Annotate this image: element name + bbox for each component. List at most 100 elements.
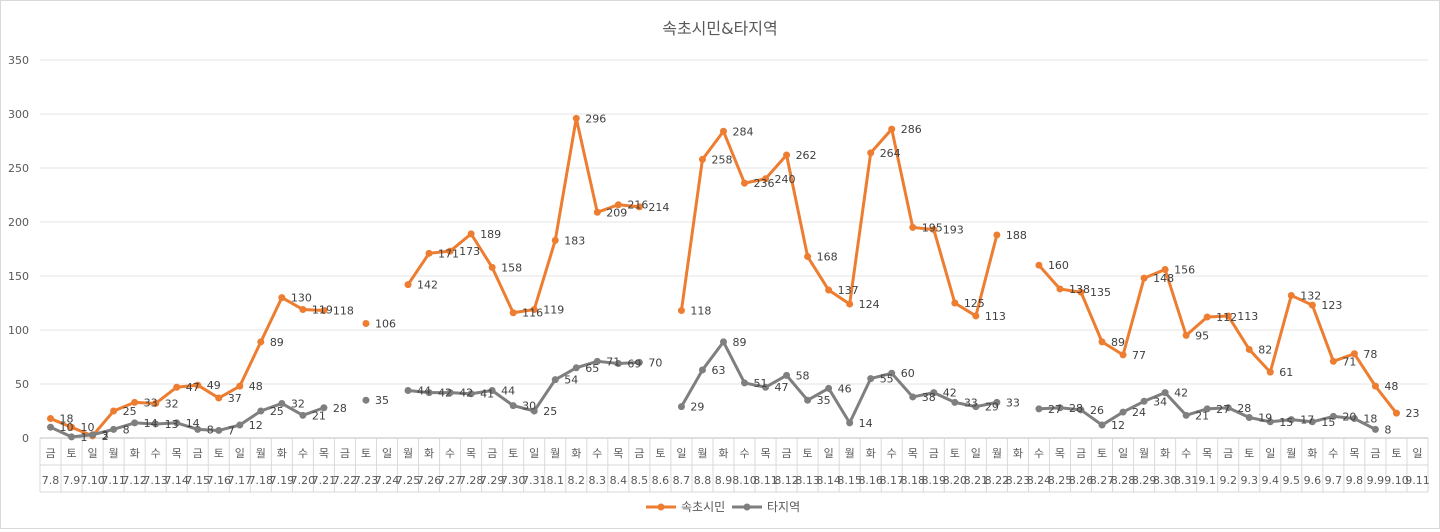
data-label-1: 61 (1279, 366, 1293, 379)
x-tick-weekday: 목 (1055, 447, 1065, 460)
x-tick-date: 7.14 (164, 474, 189, 487)
x-tick-date: 7.20 (291, 474, 316, 487)
data-point-2 (173, 419, 181, 427)
data-label-1: 132 (1300, 289, 1321, 302)
legend-marker-series-2 (743, 503, 751, 511)
data-label-1: 106 (375, 318, 396, 331)
x-tick-weekday: 수 (739, 447, 749, 460)
data-label-2: 8 (207, 423, 214, 436)
data-point-2 (1182, 411, 1190, 419)
data-label-2: 60 (901, 367, 915, 380)
x-tick-date: 8.28 (1111, 474, 1136, 487)
data-point-1 (1308, 301, 1316, 309)
data-label-2: 44 (501, 384, 515, 397)
data-label-2: 35 (375, 394, 389, 407)
x-tick-weekday: 화 (277, 447, 287, 460)
x-tick-date: 7.18 (249, 474, 274, 487)
data-label-1: 156 (1174, 264, 1195, 277)
data-label-1: 48 (1384, 380, 1398, 393)
data-label-2: 47 (775, 381, 789, 394)
data-point-2 (1203, 405, 1211, 413)
data-label-2: 28 (1069, 402, 1083, 415)
x-tick-weekday: 화 (1307, 447, 1317, 460)
data-label-1: 89 (1111, 336, 1125, 349)
data-point-1 (888, 125, 896, 133)
data-point-1 (1224, 312, 1232, 320)
y-tick-label: 250 (8, 162, 29, 175)
data-point-1 (1035, 261, 1043, 269)
data-label-1: 142 (417, 279, 438, 292)
data-label-2: 15 (1321, 416, 1335, 429)
data-point-2 (888, 369, 896, 377)
data-point-1 (1392, 409, 1400, 417)
data-point-2 (1287, 416, 1295, 424)
x-tick-date: 9.6 (1304, 474, 1322, 487)
x-tick-weekday: 일 (382, 446, 392, 460)
x-tick-weekday: 금 (1370, 447, 1380, 460)
data-label-2: 15 (1279, 416, 1293, 429)
x-tick-weekday: 일 (88, 446, 98, 460)
data-label-2: 41 (480, 388, 494, 401)
x-tick-date: 8.19 (922, 474, 947, 487)
x-tick-date: 7.17 (228, 474, 253, 487)
data-point-1 (362, 320, 370, 328)
data-label-1: 89 (270, 336, 284, 349)
data-label-2: 25 (543, 405, 557, 418)
data-point-1 (257, 338, 265, 346)
x-tick-date: 7.13 (143, 474, 168, 487)
x-tick-date: 8.5 (631, 474, 649, 487)
x-tick-date: 8.3 (589, 474, 607, 487)
data-point-1 (68, 423, 76, 431)
data-label-1: 158 (501, 261, 522, 274)
data-point-1 (530, 305, 538, 313)
x-tick-date: 8.20 (943, 474, 968, 487)
data-label-1: 37 (228, 392, 242, 405)
x-tick-weekday: 화 (1160, 447, 1170, 460)
data-point-1 (1056, 285, 1064, 293)
x-tick-date: 9.9 (1367, 474, 1385, 487)
x-tick-weekday: 일 (1118, 446, 1128, 460)
x-tick-weekday: 일 (529, 446, 539, 460)
data-label-2: 13 (165, 418, 179, 431)
data-label-2: 29 (690, 401, 704, 414)
data-label-1: 123 (1321, 299, 1342, 312)
data-point-1 (152, 399, 160, 407)
x-tick-weekday: 목 (466, 447, 476, 460)
data-point-2 (1245, 413, 1253, 421)
x-tick-weekday: 화 (866, 447, 876, 460)
x-tick-date: 7.12 (122, 474, 147, 487)
x-tick-weekday: 일 (676, 446, 686, 460)
data-point-1 (846, 300, 854, 308)
data-label-2: 14 (859, 417, 873, 430)
data-point-2 (1161, 389, 1169, 397)
gridlines (40, 59, 1428, 439)
x-tick-weekday: 목 (613, 447, 623, 460)
data-point-2 (257, 407, 265, 415)
x-tick-weekday: 토 (508, 447, 518, 460)
data-label-1: 49 (207, 379, 221, 392)
x-tick-date: 8.4 (610, 474, 628, 487)
data-point-2 (741, 379, 749, 387)
data-label-2: 32 (291, 397, 305, 410)
x-tick-date: 8.21 (964, 474, 989, 487)
series-line-1 (406, 116, 640, 315)
data-label-1: 82 (1258, 343, 1272, 356)
data-point-2 (909, 393, 917, 401)
data-label-1: 160 (1048, 259, 1069, 272)
data-label-1: 209 (606, 206, 627, 219)
data-point-1 (194, 381, 202, 389)
x-tick-weekday: 토 (1391, 447, 1401, 460)
x-tick-weekday: 금 (487, 447, 497, 460)
data-point-2 (488, 386, 496, 394)
x-tick-date: 9.7 (1325, 474, 1343, 487)
data-label-1: 137 (838, 284, 859, 297)
x-tick-date: 9.5 (1283, 474, 1301, 487)
x-tick-weekday: 수 (1034, 447, 1044, 460)
x-tick-date: 8.17 (879, 474, 904, 487)
data-label-1: 135 (1090, 286, 1111, 299)
x-tick-weekday: 월 (550, 447, 560, 460)
x-tick-date: 7.21 (312, 474, 337, 487)
data-point-2 (762, 383, 770, 391)
data-label-2: 35 (817, 394, 831, 407)
data-label-2: 34 (1153, 395, 1167, 408)
